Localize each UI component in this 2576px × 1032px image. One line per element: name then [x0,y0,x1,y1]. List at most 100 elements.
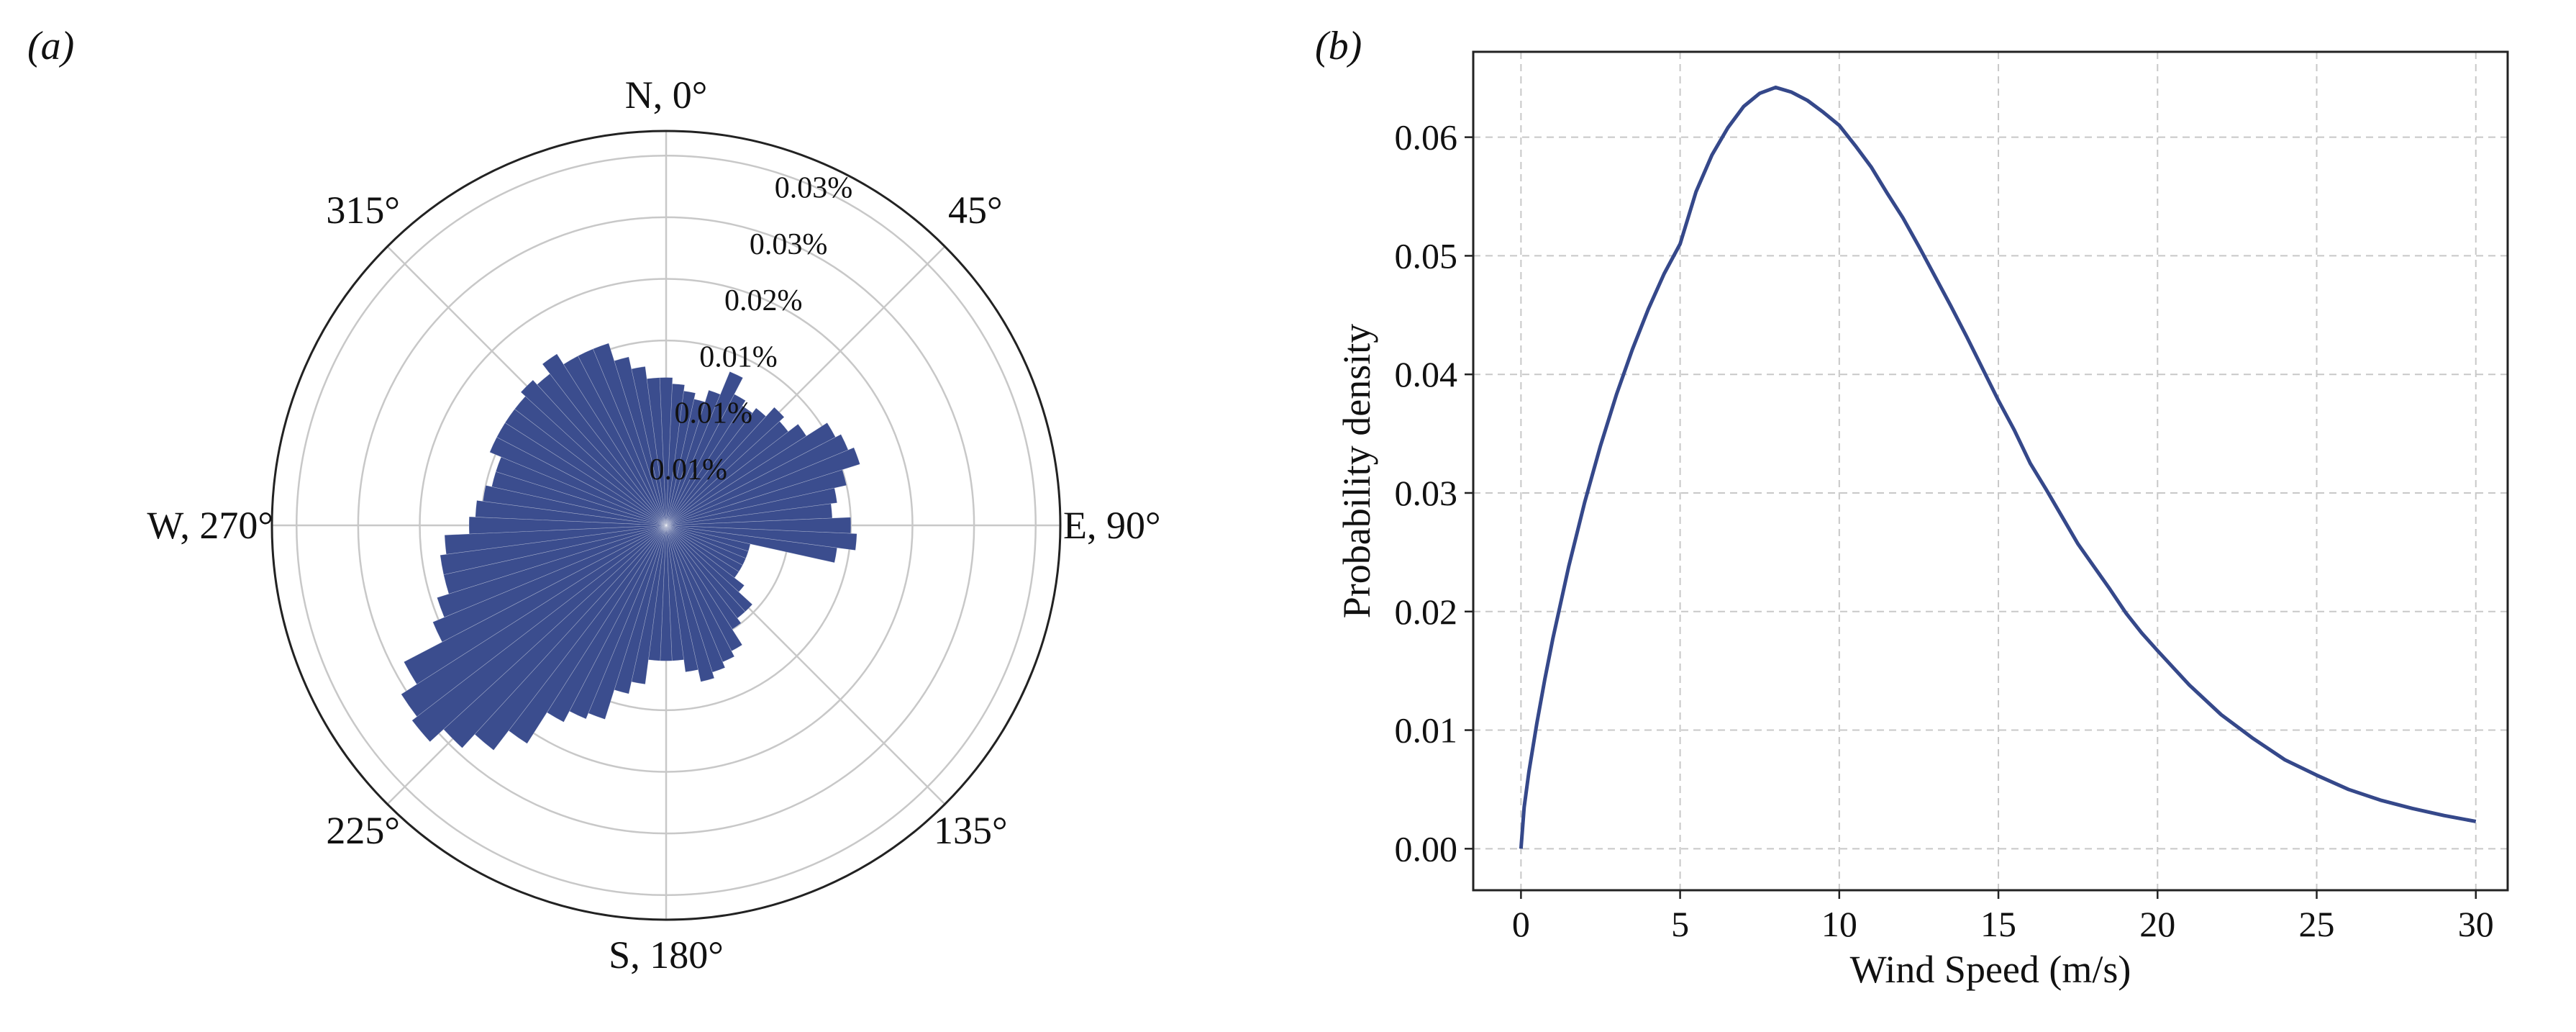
rose-bar-240 [404,525,667,685]
rose-bar-305 [504,408,667,526]
pdf-xtick-label-2: 10 [1821,904,1857,944]
pdf-curve [1519,85,2477,849]
rose-direction-label-0: N, 0° [625,73,708,117]
rose-bar-265 [444,525,667,555]
rose-bar-145 [665,525,742,630]
rose-bar-285 [491,471,667,526]
rose-direction-label-1: 45° [948,189,1003,232]
rose-bar-90 [665,517,852,534]
rose-bar-15 [665,399,706,526]
rose-radial-label-6: 0.03% [775,172,853,205]
rose-bar-335 [578,348,667,526]
pdf-xtick-label-0: 0 [1512,904,1530,944]
rose-bar-290 [495,456,667,526]
rose-bar-210 [546,525,667,723]
rose-bar-70 [665,447,860,526]
rose-radial-label-3: 0.01% [699,340,778,374]
rose-bar-295 [489,437,667,526]
rose-bar-25 [665,371,744,526]
pdf-plot-frame [1472,50,2509,892]
rose-bar-150 [665,525,743,652]
rose-bar-190 [631,525,667,685]
rose-bar-175 [665,525,684,661]
rose-bar-195 [614,525,667,694]
rose-bar-120 [665,525,743,572]
rose-direction-label-5: 225° [326,809,400,852]
rose-direction-label-2: E, 90° [1063,504,1161,547]
rose-bar-230 [411,525,667,743]
rose-bar-95 [665,525,857,551]
rose-bar-180 [660,525,673,661]
rose-outer-frame [270,130,1062,921]
pdf-ytick-label-2: 0.02 [1395,592,1458,632]
pdf-line-chart: 0 5 10 15 20 25 30 0.000.010.020.030.040.050.0… [1335,50,2509,991]
panel-b-label: (b) [1315,24,1362,68]
rose-radial-label-4: 0.02% [724,284,803,317]
rose-bar-20 [665,389,721,526]
rose-radial-label-1: 0.01% [650,453,728,486]
rose-bar-225 [443,525,667,748]
rose-bar-280 [482,485,667,526]
rose-bar-60 [665,422,836,526]
pdf-ytick-label-0: 0.00 [1395,828,1458,869]
pdf-x-ticks: 0 5 10 15 20 25 30 [1512,890,2494,944]
rose-bar-350 [631,366,667,526]
rose-bar-215 [508,525,667,744]
pdf-xtick-label-1: 5 [1671,904,1689,944]
rose-bar-165 [665,525,715,682]
wind-rose-chart: N, 0° 45° E, 90° 135° S, 180° 225° W, 270° 315°… [147,73,1160,977]
rose-bar-135 [665,525,753,612]
rose-bar-40 [665,407,767,526]
rose-bar-85 [665,503,833,526]
rose-bar-45 [665,407,785,526]
rose-bar-160 [665,525,726,673]
rose-bar-250 [437,525,667,618]
pdf-xtick-label-4: 20 [2139,904,2175,944]
x-axis-label: Wind Speed (m/s) [1850,948,2131,991]
rose-bar-330 [563,356,667,526]
rose-bar-100 [665,525,838,563]
rose-direction-label-6: W, 270° [147,504,273,547]
rose-bar-315 [520,379,667,526]
rose-bar-310 [514,396,667,526]
rose-bar-65 [665,434,849,526]
rose-bar-245 [432,525,667,643]
rose-bar-130 [665,525,745,592]
rose-bar-355 [646,377,667,526]
rose-bar-205 [569,525,667,720]
rose-bar-345 [614,356,667,526]
rose-bar-220 [474,525,667,751]
rose-bar-55 [665,423,807,526]
pdf-ytick-label-4: 0.04 [1395,354,1458,394]
pdf-xtick-label-5: 25 [2299,904,2335,944]
rose-bar-200 [588,525,667,720]
rose-bar-235 [401,525,667,718]
rose-radial-label-2: 0.01% [674,397,752,430]
rose-direction-label-7: 315° [326,189,400,232]
rose-bar-80 [665,487,838,526]
rose-bar-35 [665,405,753,526]
rose-bar-30 [665,394,746,526]
pdf-ytick-label-1: 0.01 [1395,710,1458,751]
rose-bar-75 [665,469,847,526]
rose-bars [401,343,860,751]
rose-direction-label-4: S, 180° [609,933,724,977]
rose-bar-320 [537,373,667,526]
rose-bar-110 [665,525,749,559]
pdf-y-ticks: 0.00 0.01 0.02 0.03 0.04 0.05 0.06 [1395,117,1473,869]
rose-bar-260 [440,525,667,575]
rose-bar-275 [475,500,667,526]
rose-direction-label-3: 135° [934,809,1008,852]
rose-bar-300 [496,422,667,526]
rose-bar-105 [665,525,751,552]
pdf-ytick-label-5: 0.05 [1395,235,1458,276]
rose-bar-270 [468,516,667,535]
rose-bar-115 [665,525,747,566]
rose-bar-155 [665,525,735,663]
rose-direction-labels: N, 0° 45° E, 90° 135° S, 180° 225° W, 270° 315° [147,73,1160,977]
rose-bar-5 [665,383,686,526]
rose-radial-label-5: 0.03% [750,228,828,261]
pdf-ytick-label-6: 0.06 [1395,117,1458,158]
panel-a-label: (a) [27,24,74,68]
